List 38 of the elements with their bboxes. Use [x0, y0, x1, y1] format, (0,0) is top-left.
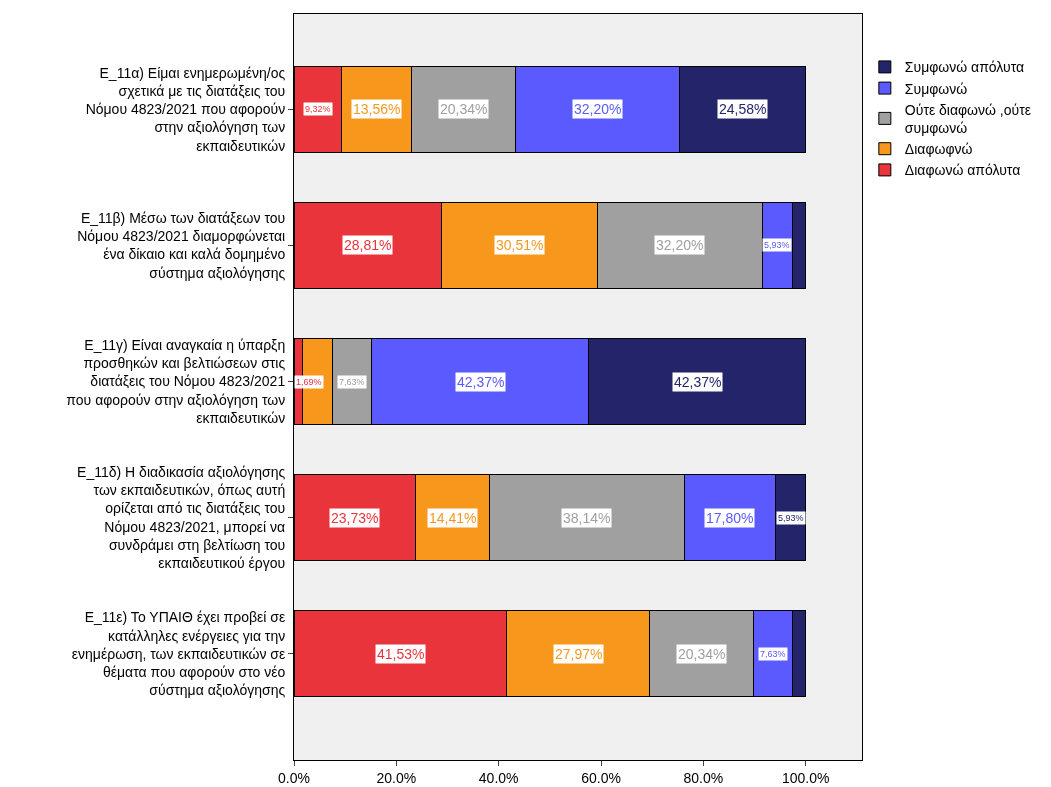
data-label: 5,93% [764, 240, 790, 250]
data-label: 7,63% [339, 377, 365, 387]
data-label: 20,34% [678, 646, 726, 662]
data-label: 14,41% [429, 510, 477, 526]
legend-label: Ούτε διαφωνώ ,ούτε συμφωνώ [904, 101, 1031, 136]
data-label: 1,69% [296, 377, 322, 387]
data-label: 20,34% [440, 101, 488, 117]
data-label: 28,81% [344, 237, 392, 253]
data-label: 27,97% [555, 646, 603, 662]
data-label: 17,80% [706, 510, 754, 526]
x-tick-label: 60.0% [581, 769, 621, 786]
legend-label: Συμφωνώ απόλυτα [904, 59, 1025, 76]
data-label: 13,56% [353, 101, 401, 117]
y-tick-label: Ε_11α) Είμαι ενημερωμένη/ος σχετικά με τις διατάξεις του Νόμου 4823/2021 που αφορούν στην αξιολόγηση των εκπαιδευτικών [85, 64, 286, 154]
data-label: 24,58% [719, 101, 767, 117]
x-tick-label: 80.0% [683, 769, 724, 786]
data-label: 41,53% [377, 646, 425, 662]
legend-label: Διαφωφνώ [904, 141, 973, 158]
data-label: 38,14% [563, 510, 611, 526]
y-tick-label: Ε_11ε) Το ΥΠΑΙΘ έχει προβεί σε κατάλληλες ενέργειες για την ενημέρωση, των εκπαιδευτικών σε θέματα που αφορούν στο νέο σύστημα αξιολόγησης [71, 609, 286, 699]
legend-label: Διαφωνώ απόλυτα [904, 162, 1021, 179]
x-tick-label: 100.0% [781, 769, 830, 786]
x-tick-label: 20.0% [376, 769, 417, 786]
x-tick-label: 40.0% [478, 769, 519, 786]
data-label: 7,63% [760, 649, 786, 659]
legend-label: Συμφωνώ [904, 80, 968, 97]
x-tick-label: 0.0% [278, 769, 310, 786]
data-label: 5,93% [778, 513, 804, 523]
data-label: 42,37% [457, 374, 505, 390]
y-tick-label: Ε_11β) Μέσω των διατάξεων του Νόμου 4823/2021 διαμορφώνεται ένα δίκαιο και καλά δομημένο σύστημα αξιολόγησης [77, 210, 286, 281]
data-label: 32,20% [656, 237, 704, 253]
data-label: 30,51% [496, 237, 544, 253]
y-tick-label: Ε_11δ) Η διαδικασία αξιολόγησης των εκπαιδευτικών, όπως αυτή ορίζεται από τις διατάξεις του Νόμου 4823/2021, μπορεί να συνδράμει στη βελτίωση του εκπαιδευτικού έργου [77, 464, 286, 572]
data-label: 42,37% [674, 374, 722, 390]
y-tick-label: Ε_11γ) Είναι αναγκαία η ύπαρξη προσθηκών και βελτιώσεων στις διατάξεις του Νόμου 4823/2021 που αφορούν στην αξιολόγηση των εκπαιδευτικών [66, 337, 286, 426]
data-label: 9,32% [305, 104, 331, 114]
data-label: 23,73% [331, 510, 379, 526]
data-label: 32,20% [574, 101, 622, 117]
